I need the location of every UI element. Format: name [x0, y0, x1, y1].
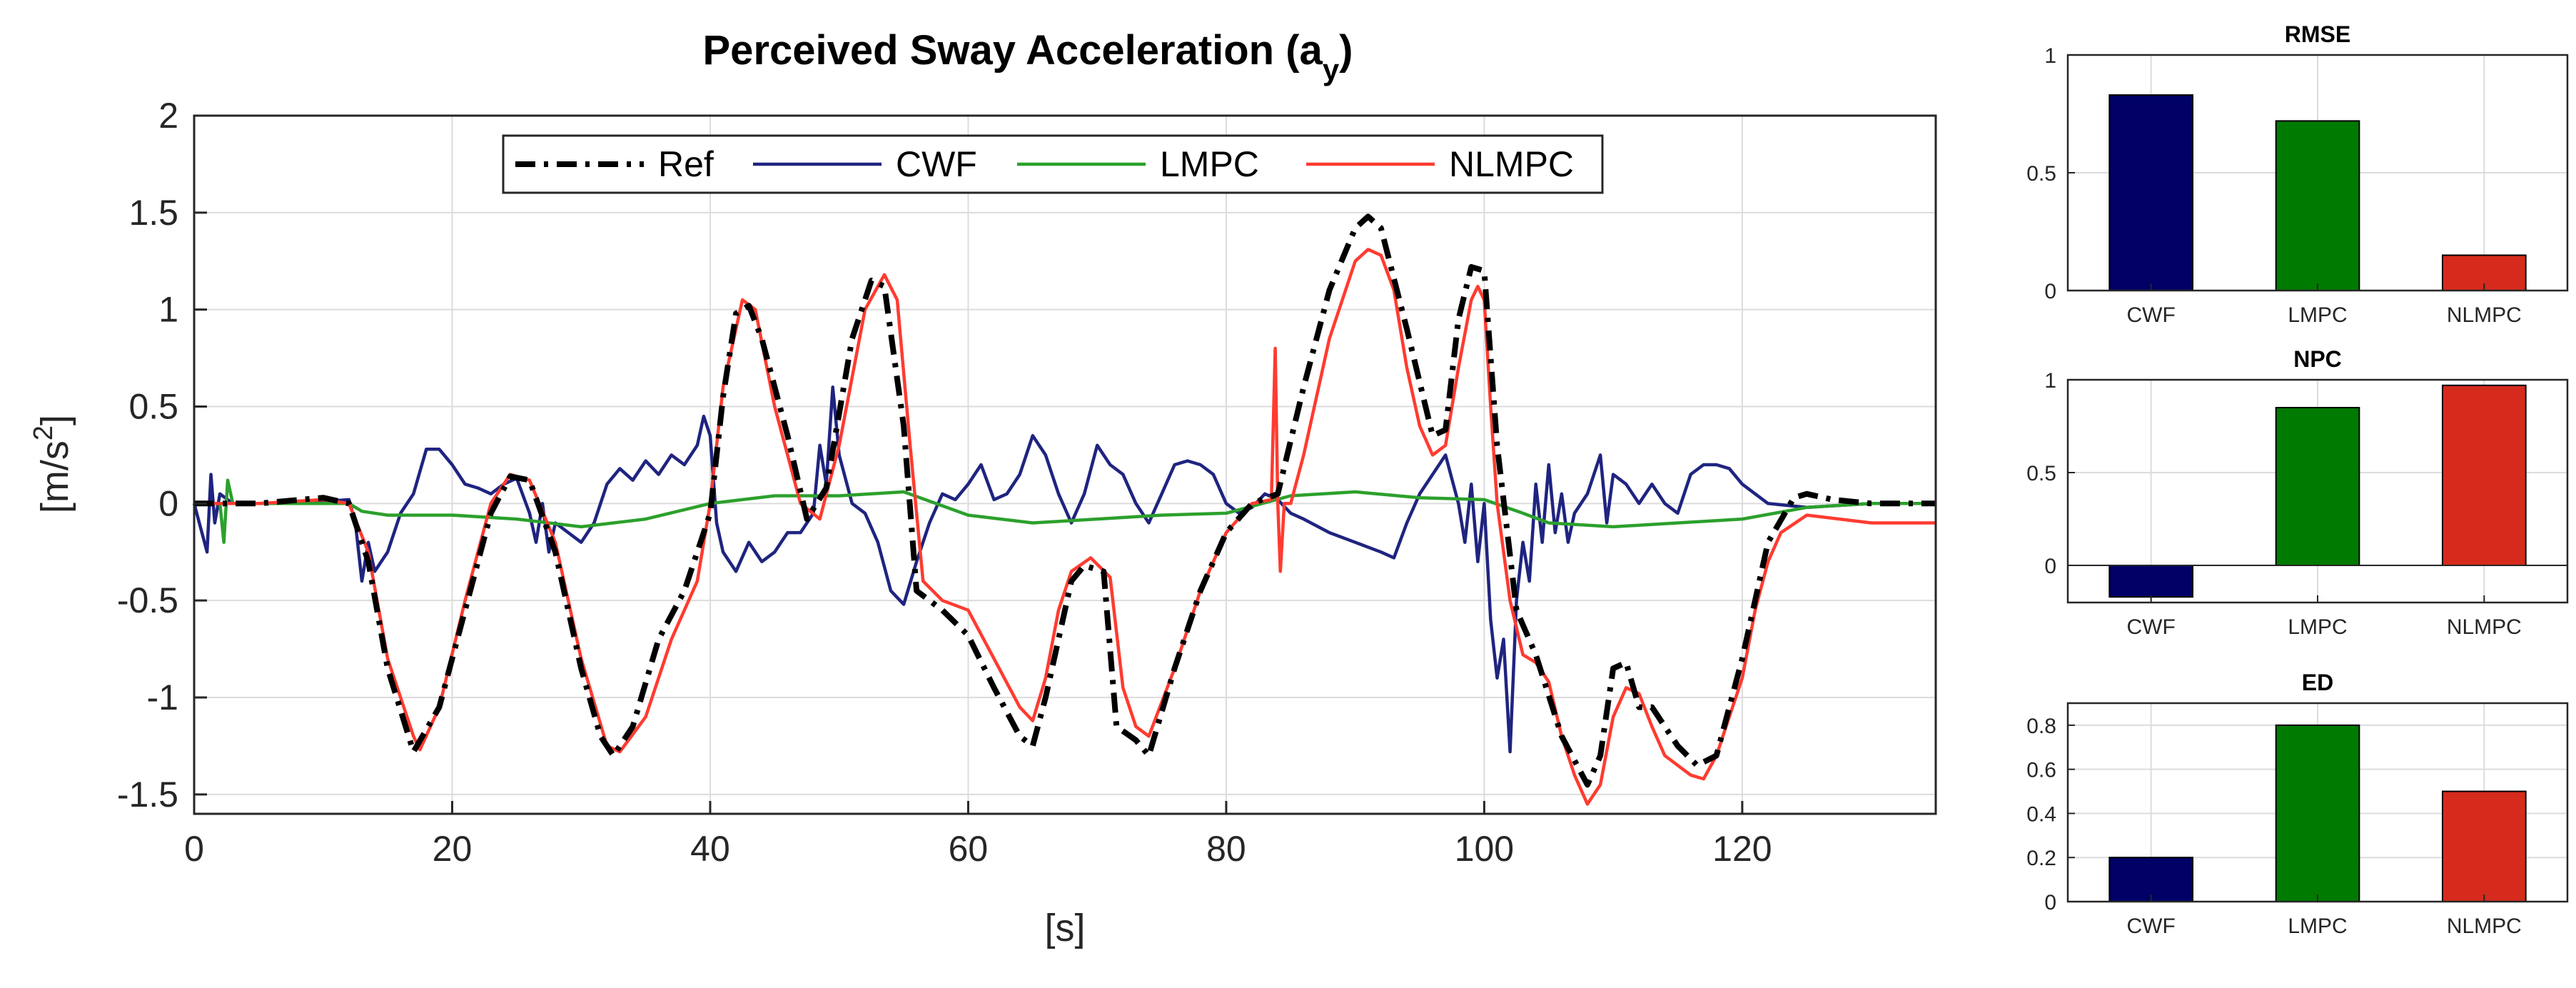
- main-y-tick-label: -1.5: [117, 775, 178, 815]
- main-title-text: Perceived Sway Acceleration (a: [703, 27, 1323, 74]
- bar-x-tick-label: CWF: [2127, 914, 2176, 938]
- bar-chart-npc: 0 0.5 1 CWF LMPC NLMPC NPC: [2026, 346, 2569, 639]
- bar-lmpc: [2275, 724, 2360, 903]
- bar-x-tick-label: NLMPC: [2447, 303, 2522, 327]
- bar-y-tick-label: 0.6: [2026, 759, 2056, 782]
- bar-x-tick-label: LMPC: [2288, 914, 2347, 938]
- y-label-close: ]: [34, 415, 76, 425]
- bar-x-tick-label: LMPC: [2288, 615, 2347, 639]
- main-title-subscript: y: [1323, 53, 1340, 86]
- bar-charts: 0 0.5 1 CWF LMPC NLMPC RMSE 0 0.5 1 CWF LMPC NLMPC NP…: [2026, 21, 2569, 938]
- main-x-tick-label: 0: [184, 829, 204, 869]
- main-y-axis-label: [m/s2]: [29, 415, 76, 513]
- main-x-tick-label: 80: [1206, 829, 1246, 869]
- main-x-axis-label: [s]: [1044, 907, 1085, 949]
- main-title-close: ): [1339, 27, 1353, 74]
- bar-nlmpc: [2442, 384, 2527, 566]
- bar-chart-rmse: 0 0.5 1 CWF LMPC NLMPC RMSE: [2026, 21, 2569, 327]
- main-x-tick-label: 100: [1455, 829, 1514, 869]
- main-x-tick-label: 120: [1712, 829, 1772, 869]
- bar-y-tick-label: 0: [2044, 555, 2056, 578]
- main-chart-title: Perceived Sway Acceleration (ay): [703, 27, 1353, 86]
- bar-x-tick-label: CWF: [2127, 303, 2176, 327]
- main-x-tick-label: 60: [949, 829, 989, 869]
- main-x-tick-label: 20: [433, 829, 473, 869]
- bar-y-tick-label: 1: [2044, 44, 2056, 68]
- bar-cwf: [2108, 94, 2193, 291]
- main-y-tick-label: 1: [158, 290, 178, 330]
- bar-chart-title: ED: [2302, 670, 2333, 695]
- bar-y-tick-label: 0: [2044, 280, 2056, 303]
- main-legend: Ref CWF LMPC NLMPC: [502, 134, 1604, 194]
- main-x-tick-label: 40: [690, 829, 730, 869]
- bar-chart-title: NPC: [2293, 346, 2342, 372]
- bar-y-tick-label: 0.2: [2026, 847, 2056, 870]
- series-line-cwf: [192, 385, 1936, 754]
- series-line-nlmpc: [194, 248, 1936, 806]
- main-y-tick-label: -0.5: [117, 580, 178, 620]
- series-line-lmpc: [194, 478, 1936, 544]
- main-grid: [193, 115, 1936, 814]
- main-ticks: 0 20 40 60 80 100 120 -1.5 -1 -0.5 0 0.5 1 1.5 2: [117, 96, 1772, 869]
- bar-lmpc: [2275, 407, 2360, 566]
- y-label-sup: 2: [29, 425, 59, 440]
- legend-label-nlmpc: NLMPC: [1449, 144, 1574, 184]
- bar-chart-ed: 0 0.2 0.4 0.6 0.8 CWF LMPC NLMPC ED: [2026, 670, 2569, 938]
- bar-x-tick-label: NLMPC: [2447, 615, 2522, 639]
- bar-cwf: [2108, 565, 2193, 598]
- bar-y-tick-label: 0.5: [2026, 162, 2056, 186]
- bar-lmpc: [2275, 120, 2360, 291]
- main-y-tick-label: 0: [158, 483, 178, 523]
- bar-y-tick-label: 0.5: [2026, 462, 2056, 485]
- bar-nlmpc: [2442, 790, 2527, 902]
- bar-y-tick-label: 0.8: [2026, 715, 2056, 738]
- main-plot-frame: [193, 114, 1937, 815]
- bar-x-tick-label: NLMPC: [2447, 914, 2522, 938]
- main-y-tick-label: 2: [158, 96, 178, 136]
- main-y-tick-label: 0.5: [128, 387, 178, 427]
- bar-y-tick-label: 0: [2044, 891, 2056, 914]
- main-y-tick-label: -1: [147, 677, 178, 717]
- main-series: [192, 213, 1936, 806]
- legend-label-cwf: CWF: [896, 144, 977, 184]
- bar-x-tick-label: LMPC: [2288, 303, 2347, 327]
- main-y-tick-label: 1.5: [128, 193, 178, 233]
- main-chart: Perceived Sway Acceleration (ay) 0 20 40 60…: [29, 27, 1937, 949]
- bar-y-tick-label: 1: [2044, 369, 2056, 393]
- bar-chart-title: RMSE: [2285, 21, 2350, 47]
- y-label-base: [m/s: [34, 440, 76, 513]
- legend-label-ref: Ref: [658, 144, 714, 184]
- bar-y-tick-label: 0.4: [2026, 802, 2056, 826]
- bar-x-tick-label: CWF: [2127, 615, 2176, 639]
- legend-label-lmpc: LMPC: [1160, 144, 1259, 184]
- series-line-ref: [194, 213, 1936, 788]
